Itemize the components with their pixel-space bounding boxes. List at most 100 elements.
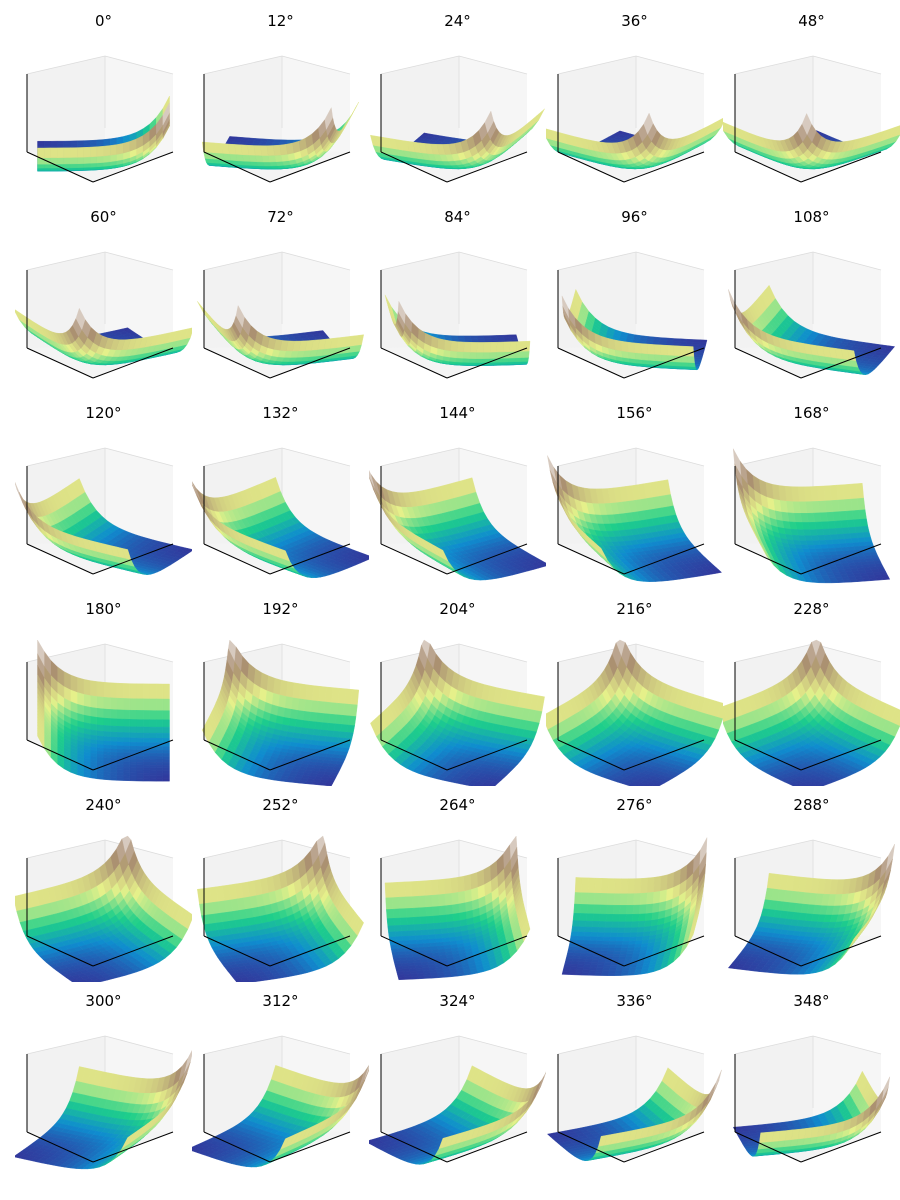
subplot-panel: 60° bbox=[15, 198, 192, 394]
surface-face bbox=[443, 349, 451, 358]
surface-face bbox=[397, 300, 406, 325]
surface-face bbox=[490, 337, 499, 341]
surface-face bbox=[482, 351, 491, 359]
surface-face bbox=[90, 146, 98, 158]
surface-face bbox=[96, 162, 104, 168]
surface-face bbox=[641, 353, 649, 361]
pane-edge bbox=[380, 55, 460, 75]
surface-face bbox=[514, 357, 523, 363]
subplot-panel: 72° bbox=[192, 198, 369, 394]
pane-edge bbox=[812, 251, 882, 271]
x-axis-line bbox=[734, 151, 802, 183]
subplot-panel: 48° bbox=[723, 2, 900, 198]
surface-face bbox=[470, 342, 478, 353]
surface-mesh bbox=[15, 307, 192, 366]
surface-plot-0 bbox=[26, 55, 174, 183]
surface-face bbox=[76, 147, 84, 158]
panel-title: 24° bbox=[444, 12, 471, 30]
surface-face bbox=[63, 140, 71, 144]
pane-edge bbox=[635, 55, 705, 75]
surface-face bbox=[37, 147, 45, 159]
x-axis-line bbox=[203, 151, 271, 183]
y-axis-line bbox=[623, 347, 705, 379]
surface-face bbox=[83, 156, 91, 164]
surface-face bbox=[50, 143, 58, 147]
surface-face bbox=[674, 361, 683, 367]
surface-face bbox=[614, 339, 622, 352]
surface-face bbox=[464, 338, 472, 342]
back-pane-right bbox=[105, 448, 173, 544]
subplot-panel: 144° bbox=[369, 394, 546, 590]
surface-face bbox=[37, 140, 45, 145]
panel-title: 72° bbox=[267, 208, 294, 226]
surface-face bbox=[474, 362, 483, 366]
pane-edge bbox=[380, 447, 460, 467]
surface-mesh bbox=[37, 95, 170, 172]
surface-face bbox=[43, 163, 51, 169]
surface-face bbox=[489, 335, 498, 339]
surface-face bbox=[57, 143, 65, 147]
surface-face bbox=[57, 140, 65, 144]
surface-face bbox=[668, 361, 676, 367]
surface-face bbox=[103, 145, 111, 157]
surface-face bbox=[627, 341, 636, 353]
pane-edge bbox=[281, 55, 351, 75]
surface-face bbox=[43, 140, 51, 145]
surface-face bbox=[620, 340, 629, 353]
surface-face bbox=[501, 357, 510, 363]
surface-plot-144 bbox=[369, 447, 546, 581]
surface-mesh bbox=[192, 477, 369, 579]
surface-face bbox=[90, 156, 98, 164]
surface-face bbox=[686, 346, 695, 357]
y-axis-line bbox=[800, 347, 882, 379]
surface-face bbox=[57, 157, 65, 165]
surface-mesh bbox=[15, 478, 192, 575]
x-axis-line bbox=[380, 347, 448, 379]
back-pane-left bbox=[204, 252, 282, 348]
surface-face bbox=[430, 335, 439, 349]
pane-edge bbox=[458, 251, 528, 271]
surface-face bbox=[483, 342, 491, 353]
surface-face bbox=[76, 142, 84, 147]
surface-face bbox=[643, 112, 654, 135]
surface-face bbox=[462, 351, 471, 359]
surface-face bbox=[456, 351, 464, 359]
surface-face bbox=[496, 337, 505, 341]
subplot-panel: 84° bbox=[369, 198, 546, 394]
surface-face bbox=[83, 146, 91, 158]
pane-edge bbox=[812, 55, 882, 75]
surface-mesh bbox=[728, 284, 896, 375]
surface-face bbox=[470, 338, 479, 342]
surface-face bbox=[63, 143, 71, 147]
surface-face bbox=[437, 338, 445, 350]
back-pane-right bbox=[282, 448, 350, 544]
surface-mesh bbox=[370, 108, 545, 170]
surface-face bbox=[654, 354, 663, 362]
surface-face bbox=[70, 163, 78, 169]
surface-face bbox=[70, 143, 78, 147]
subplot-panel: 12° bbox=[192, 2, 369, 198]
pane-edge bbox=[203, 55, 283, 75]
surface-face bbox=[37, 167, 45, 171]
x-axis-line bbox=[557, 151, 625, 183]
surface-face bbox=[601, 335, 609, 349]
back-pane-left bbox=[27, 56, 105, 152]
surface-face bbox=[449, 350, 458, 359]
surface-face bbox=[76, 140, 84, 144]
back-pane-left bbox=[735, 56, 813, 152]
subplot-panel: 0° bbox=[15, 2, 192, 198]
back-pane-right bbox=[459, 252, 527, 348]
surface-mesh bbox=[384, 294, 531, 366]
surface-face bbox=[109, 144, 117, 156]
surface-face bbox=[483, 335, 491, 339]
pane-edge bbox=[104, 55, 174, 75]
surface-face bbox=[467, 362, 476, 366]
surface-plot-24 bbox=[370, 55, 545, 183]
surface-face bbox=[521, 350, 530, 358]
panel-title: 0° bbox=[94, 12, 113, 30]
surface-face bbox=[37, 143, 45, 147]
surface-face bbox=[470, 335, 478, 339]
surface-face bbox=[475, 351, 484, 359]
y-axis-line bbox=[92, 151, 174, 183]
surface-face bbox=[70, 157, 78, 165]
